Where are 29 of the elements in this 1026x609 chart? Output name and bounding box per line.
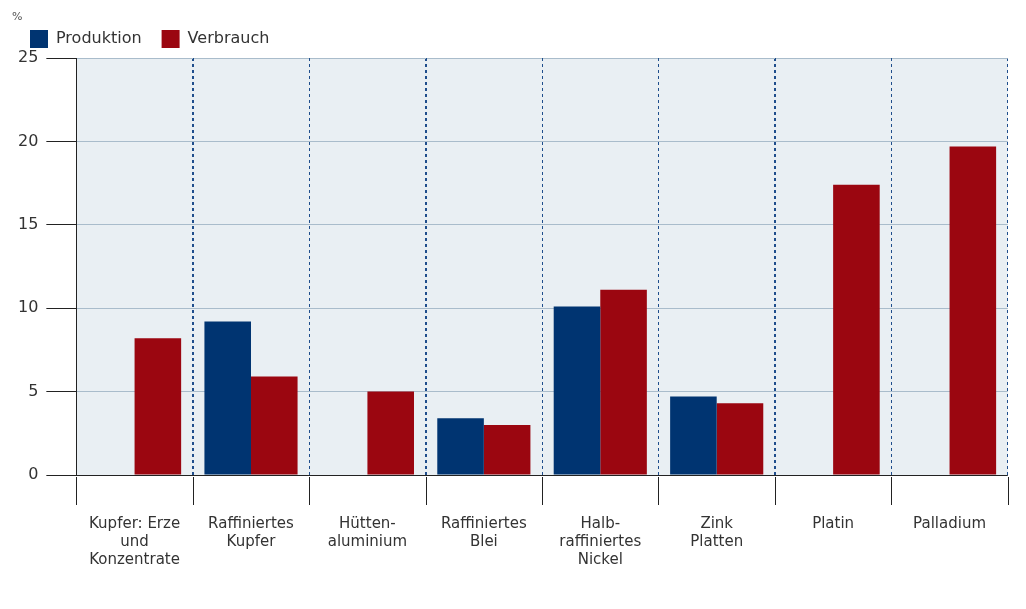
x-tick-label: Kupfer: Erze und Konzentrate xyxy=(89,513,181,568)
bar xyxy=(716,403,764,475)
y-tick-label: 25 xyxy=(18,47,39,67)
y-tick-label: 20 xyxy=(18,130,39,150)
x-tick-label: Raffiniertes Kupfer xyxy=(208,513,295,550)
legend-label: Produktion xyxy=(56,28,142,48)
bar xyxy=(833,184,880,475)
bar xyxy=(204,321,251,475)
bar xyxy=(600,289,647,475)
y-axis-title: % xyxy=(12,10,23,24)
x-tick-label: Platin xyxy=(812,513,855,532)
y-tick-label: 10 xyxy=(18,297,39,317)
x-tick-label: Raffiniertes Blei xyxy=(440,513,527,550)
y-tick-label: 15 xyxy=(18,213,39,233)
bar xyxy=(367,391,414,475)
bar xyxy=(553,306,601,475)
y-tick-label: 0 xyxy=(28,464,39,484)
legend-label: Verbrauch xyxy=(187,28,270,48)
x-tick-label: Zink Platten xyxy=(690,513,744,550)
bar xyxy=(437,418,484,475)
bar xyxy=(949,146,997,475)
bar xyxy=(251,376,298,475)
bar xyxy=(670,396,717,475)
x-tick-label: Halb- raffiniertes Nickel xyxy=(559,513,642,568)
bar xyxy=(134,338,182,475)
y-tick-label: 5 xyxy=(28,380,39,400)
x-tick-label: Palladium xyxy=(913,513,986,532)
x-tick-label: Hütten- aluminium xyxy=(327,513,408,550)
bar xyxy=(483,424,531,475)
